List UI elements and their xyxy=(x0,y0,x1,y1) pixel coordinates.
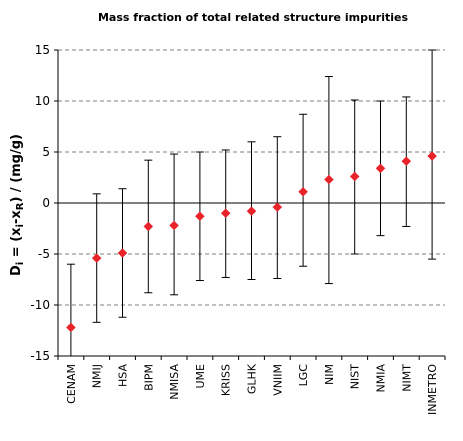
y-tick-label: -15 xyxy=(30,349,50,363)
data-point xyxy=(195,211,205,222)
x-tick-label: BIPM xyxy=(142,364,155,391)
data-point xyxy=(66,322,76,333)
y-axis-label: Di = (xi-xR) / (mg/g) xyxy=(9,134,26,276)
data-point xyxy=(246,206,257,217)
x-tick-label: CENAM xyxy=(65,364,78,404)
data-point xyxy=(91,253,102,263)
data-points xyxy=(66,151,437,333)
data-point xyxy=(272,202,283,212)
data-point xyxy=(220,208,231,219)
data-point xyxy=(349,171,360,182)
y-tick-labels: -15 -10 -5 0 5 10 15 xyxy=(30,43,50,363)
x-tick-label: NIST xyxy=(349,364,362,389)
x-tick-label: NIM xyxy=(323,364,336,385)
x-tick-label: NMISA xyxy=(168,364,181,400)
data-point xyxy=(117,248,128,258)
x-tick-label: NIMT xyxy=(400,364,413,392)
data-point xyxy=(375,163,386,174)
y-tick-label: -5 xyxy=(38,247,50,261)
x-tick-label: VNIIM xyxy=(271,364,284,396)
x-tick-label: NMIA xyxy=(375,364,388,393)
error-bars xyxy=(66,49,437,357)
y-tick-label: 15 xyxy=(35,43,50,57)
chart-title: Mass fraction of total related structure… xyxy=(98,11,408,24)
x-tick-label: NMIJ xyxy=(91,364,104,388)
data-point xyxy=(427,151,437,161)
data-point xyxy=(324,174,334,185)
data-point xyxy=(298,186,308,197)
x-tick-label: INMETRO xyxy=(426,364,439,415)
x-tick-labels: CENAM NMIJ HSA BIPM NMISA UME KRISS GLHK VNIIM LG… xyxy=(65,363,439,415)
x-tick-label: GLHK xyxy=(246,363,259,394)
data-point xyxy=(169,220,179,231)
y-tick-label: 10 xyxy=(35,94,50,108)
x-tick-label: LGC xyxy=(297,364,310,387)
y-tick-label: 0 xyxy=(42,196,50,210)
y-tick-label: -10 xyxy=(30,298,50,312)
x-tick-label: HSA xyxy=(117,364,130,387)
y-tick-label: 5 xyxy=(42,145,50,159)
data-point xyxy=(143,221,154,232)
data-point xyxy=(401,156,412,167)
axes xyxy=(54,49,446,360)
x-tick-label: KRISS xyxy=(220,364,233,396)
x-tick-label: UME xyxy=(194,364,207,389)
